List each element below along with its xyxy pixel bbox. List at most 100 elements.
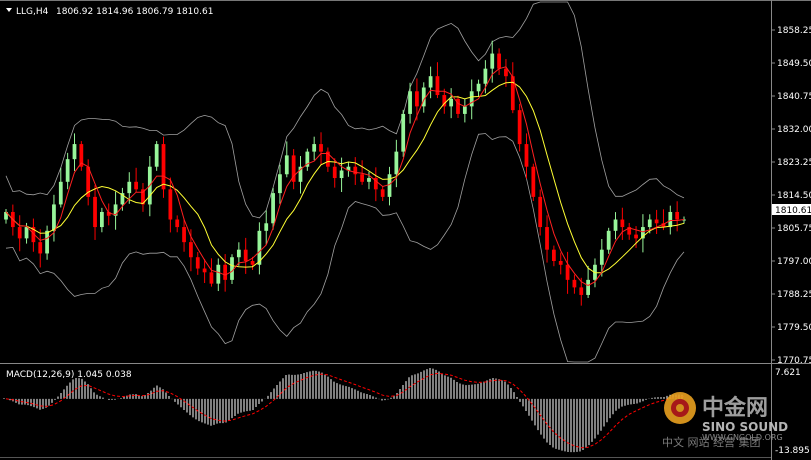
ohlc-readout: 1806.92 1814.96 1806.79 1810.61 [56,7,213,17]
candle-body [202,268,207,273]
candle-body [4,211,8,220]
candle-body [127,181,132,194]
ma-slow-line [5,81,685,274]
candle-body [346,166,351,171]
collapse-arrow-icon[interactable] [6,8,12,12]
candle-body [435,76,440,96]
candle-body [462,106,467,114]
price-tick-label: 1832.00 [777,125,811,135]
candlesticks [4,40,686,306]
price-tick-label: 1823.25 [777,158,811,168]
price-tick-label: 1797.00 [777,257,811,267]
candle-body [675,211,680,220]
candle-body [428,76,433,88]
candle-body [319,144,323,152]
candle-body [654,219,659,224]
candle-body [538,196,543,228]
candle-body [367,178,371,182]
candle-body [195,257,200,269]
candle-body [182,227,186,243]
candle-body [250,261,255,265]
candle-body [579,287,584,295]
candle-body [497,53,501,69]
upper-band-line [5,1,685,219]
candle-body [456,98,460,114]
candle-body [113,204,118,216]
candle-body [504,68,508,77]
candle-body [483,68,488,84]
watermark-site: WWW.CNGOLD.ORG [702,433,783,442]
candle-body [421,87,426,107]
candle-body [565,264,570,280]
candle-body [305,151,310,167]
candle-body [613,219,618,231]
candle-body [175,219,180,228]
candle-body [86,166,91,197]
price-tick-label: 1779.50 [777,323,811,333]
bollinger-bands [5,1,685,363]
candle-body [599,249,604,265]
candle-body [682,219,686,221]
candle-body [45,230,49,254]
candle-body [634,234,638,239]
candle-body [31,227,36,243]
candle-body [531,166,536,197]
candle-body [291,155,296,182]
candle-body [469,91,474,107]
lower-band-line [5,133,685,363]
price-tick-label: 1805.75 [777,224,811,234]
candle-body [627,227,632,235]
candle-body [161,144,166,190]
candle-body [24,227,29,239]
candle-body [141,189,145,205]
watermark-cn-name: 中金网 [702,395,768,421]
candle-body [586,279,591,295]
candle-body [620,219,625,228]
ma-fast-line [5,66,685,287]
current-price-label: 1810.61 [775,206,811,216]
candle-body [442,95,447,107]
candle-body [401,113,406,152]
watermark-logo: 中金网 SINO SOUND WWW.CNGOLD.ORG 中文 网站 经营 集… [662,392,788,449]
candle-body [209,272,214,284]
candle-body [449,98,454,107]
candle-body [641,227,645,239]
candle-body [572,279,577,288]
candle-body [154,144,159,167]
candle-body [325,151,330,167]
candle-body [408,91,412,114]
candle-body [353,166,358,175]
candle-body [312,144,317,152]
candle-body [551,249,556,261]
price-tick-label: 1770.75 [777,356,811,366]
symbol-label: LLG,H4 [16,7,49,17]
candle-body [271,193,275,224]
candle-body [339,170,344,179]
candle-body [661,223,666,228]
candle-body [17,227,22,239]
candle-body [394,151,399,175]
candle-body [387,174,392,197]
watermark-tagline: 中文 网站 经营 集团 [662,435,761,449]
watermark-brand: SINO SOUND [702,420,788,434]
price-tick-label: 1788.25 [777,290,811,300]
candle-body [93,196,97,228]
candle-body [284,155,289,175]
candle-body [278,174,282,194]
price-ticks: 1858.25 1849.50 1840.75 1832.00 1823.25 1814.… [771,26,811,366]
candle-body [517,110,522,145]
candle-body [545,227,549,250]
candle-body [120,193,125,205]
candle-body [558,261,563,265]
candle-body [106,211,111,216]
price-tick-label: 1814.50 [777,191,811,201]
macd-histogram [3,367,685,453]
candle-body [58,181,63,205]
candle-body [99,211,104,228]
candle-body [332,166,337,179]
candle-body [415,91,419,107]
macd-signal-line [5,372,685,449]
candle-body [79,144,84,167]
